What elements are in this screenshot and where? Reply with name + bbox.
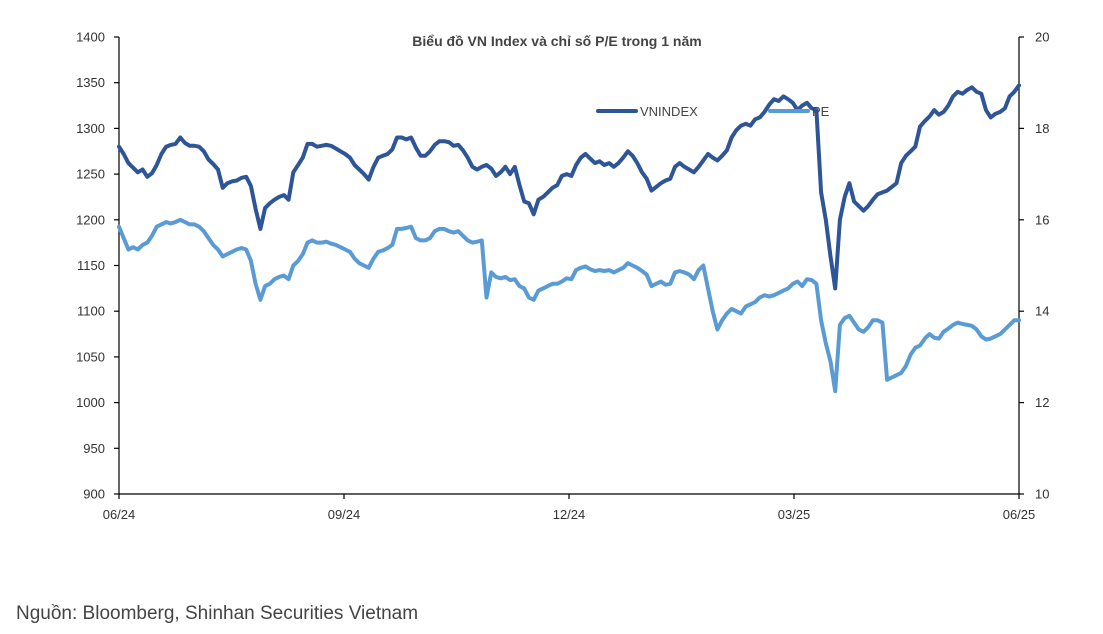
left-tick-label: 1100 bbox=[77, 304, 105, 319]
right-tick-label: 12 bbox=[1035, 395, 1049, 410]
left-tick-label: 1400 bbox=[76, 30, 105, 45]
right-tick-label: 20 bbox=[1035, 30, 1049, 45]
x-tick-label: 09/24 bbox=[328, 507, 361, 522]
vnindex-pe-chart: Biểu đồ VN Index và chỉ số P/E trong 1 n… bbox=[76, 30, 1049, 523]
tick-labels: 900 950 1000 1050 1100 1150 1200 1250 1300 1350 14… bbox=[76, 30, 1049, 523]
source-note: Nguồn: Bloomberg, Shinhan Securities Vie… bbox=[16, 603, 419, 624]
series-lines bbox=[117, 83, 1021, 394]
left-tick-label: 1200 bbox=[76, 212, 105, 227]
legend: VNINDEX PE bbox=[596, 104, 830, 119]
x-tick-label: 06/24 bbox=[103, 507, 136, 522]
legend-label-pe: PE bbox=[812, 104, 830, 119]
left-tick-label: 950 bbox=[83, 441, 105, 456]
right-tick-label: 16 bbox=[1035, 212, 1049, 227]
x-tick-label: 03/25 bbox=[778, 507, 811, 522]
left-tick-label: 900 bbox=[83, 487, 105, 502]
left-tick-label: 1050 bbox=[76, 349, 105, 364]
left-tick-label: 1350 bbox=[76, 75, 105, 90]
right-tick-label: 14 bbox=[1035, 304, 1049, 319]
series-line-pe bbox=[117, 217, 1021, 394]
right-tick-label: 18 bbox=[1035, 121, 1049, 136]
x-tick-label: 12/24 bbox=[553, 507, 586, 522]
left-tick-label: 1300 bbox=[76, 121, 105, 136]
axes bbox=[114, 36, 1024, 499]
series-line-vnindex bbox=[117, 83, 1021, 291]
left-tick-label: 1150 bbox=[77, 258, 105, 273]
left-tick-label: 1250 bbox=[76, 167, 105, 182]
x-tick-label: 06/25 bbox=[1003, 507, 1036, 522]
left-tick-label: 1000 bbox=[76, 395, 105, 410]
legend-label-vnindex: VNINDEX bbox=[640, 104, 698, 119]
chart-title: Biểu đồ VN Index và chỉ số P/E trong 1 n… bbox=[412, 33, 701, 49]
right-tick-label: 10 bbox=[1035, 487, 1049, 502]
